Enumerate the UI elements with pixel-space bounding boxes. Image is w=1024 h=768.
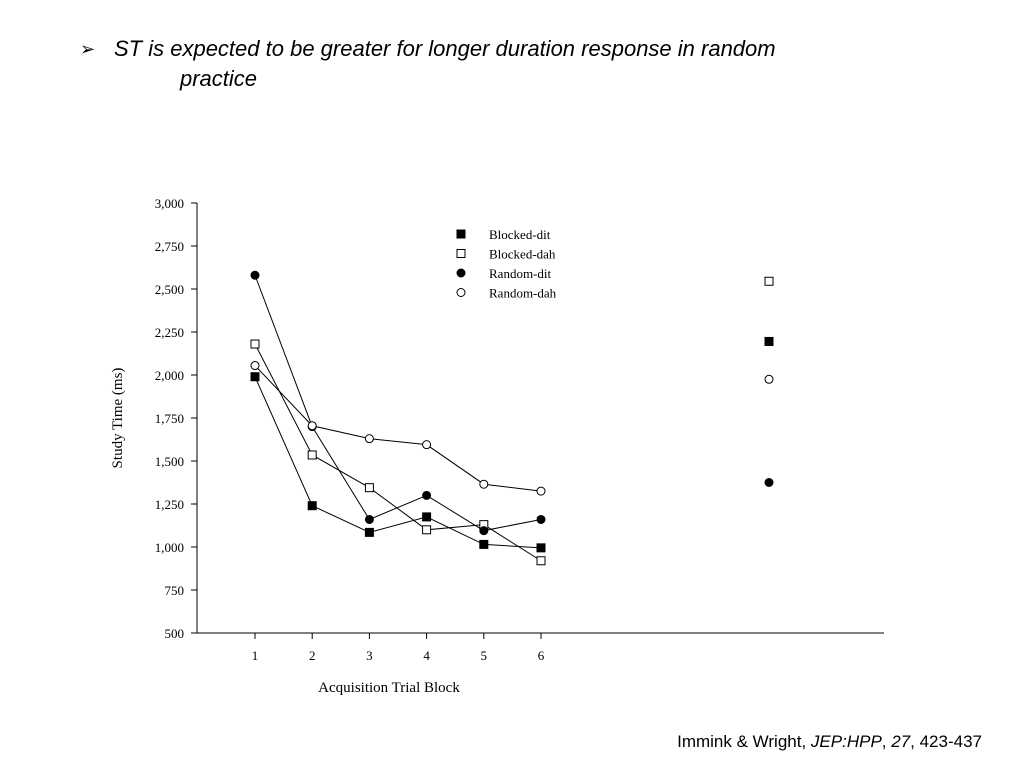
bullet-text-line2: practice [180, 66, 258, 91]
citation-separator: , [881, 732, 892, 751]
legend-marker-blocked-dah [456, 249, 466, 258]
data-point-random-dit [422, 490, 432, 500]
bullet-text-line1: ST is expected to be greater for longer … [114, 36, 776, 61]
citation-authors: Immink & Wright, [677, 732, 811, 751]
data-point-blocked-dah [536, 556, 546, 566]
data-point-random-dah [364, 434, 374, 444]
citation-journal: JEP:HPP [810, 732, 882, 751]
y-tick-label: 1,000 [155, 540, 184, 555]
data-point-random-dit [364, 514, 374, 524]
legend-label-random-dah: Random-dah [489, 286, 557, 301]
series-line-blocked-dit [254, 376, 542, 549]
legend-marker-random-dah [456, 288, 466, 297]
retention-point-blocked-dit [764, 336, 774, 346]
data-point-blocked-dah [250, 339, 260, 349]
x-tick-label: 3 [366, 648, 373, 663]
retention-point-blocked-dah [764, 276, 774, 286]
data-point-random-dah [307, 421, 317, 431]
legend-label-random-dit: Random-dit [489, 266, 551, 281]
data-point-blocked-dah [307, 450, 317, 460]
retention-point-random-dit [764, 478, 774, 487]
data-point-blocked-dah [422, 525, 432, 535]
chart-legend: Blocked-dit Blocked-dah Random-dit Random-d… [456, 227, 557, 301]
data-point-blocked-dit [364, 527, 374, 537]
series-line-random-dah [254, 365, 542, 492]
y-axis-label: Study Time (ms) [110, 368, 126, 469]
y-tick-label: 2,750 [155, 239, 184, 254]
data-point-random-dah [479, 479, 489, 489]
citation-pages: , 423-437 [910, 732, 982, 751]
y-ticks: 500 750 1,000 1,250 1,500 1,750 2,000 2,250 2,50… [155, 196, 197, 641]
y-tick-label: 2,000 [155, 368, 184, 383]
y-tick-label: 1,500 [155, 454, 184, 469]
x-tick-label: 5 [481, 648, 488, 663]
series-line-blocked-dah [254, 343, 542, 562]
data-point-random-dah [250, 361, 260, 371]
y-tick-label: 3,000 [155, 196, 184, 211]
data-point-blocked-dit [307, 501, 317, 511]
data-point-random-dit [536, 514, 546, 524]
y-tick-label: 750 [165, 583, 185, 598]
citation-volume: 27 [891, 732, 911, 751]
y-tick-label: 1,750 [155, 411, 184, 426]
retention-point-random-dah [764, 374, 774, 384]
y-tick-label: 500 [165, 626, 185, 641]
data-point-random-dit [250, 270, 260, 280]
arrow-bullet-icon: ➢ [80, 39, 96, 59]
data-point-blocked-dit [250, 372, 260, 382]
x-tick-label: 4 [423, 648, 430, 663]
citation: Immink & Wright, JEP:HPP, 27, 423-437 [677, 732, 982, 752]
data-point-blocked-dah [364, 483, 374, 493]
data-point-random-dit [479, 526, 489, 536]
data-point-blocked-dit [536, 543, 546, 553]
y-tick-label: 2,250 [155, 325, 184, 340]
x-tick-label: 2 [309, 648, 316, 663]
y-tick-label: 2,500 [155, 282, 184, 297]
x-tick-label: 6 [538, 648, 545, 663]
series-line-random-dit [254, 275, 542, 532]
bullet-text: ST is expected to be greater for longer … [114, 34, 974, 94]
legend-marker-blocked-dit [456, 229, 466, 239]
legend-marker-random-dit [456, 268, 466, 278]
legend-label-blocked-dit: Blocked-dit [489, 227, 551, 242]
series-lines [254, 275, 542, 562]
data-point-random-dah [536, 486, 546, 496]
data-point-random-dah [422, 440, 432, 450]
legend-label-blocked-dah: Blocked-dah [489, 247, 556, 262]
x-axis-label: Acquisition Trial Block [318, 680, 460, 696]
data-point-blocked-dit [422, 512, 432, 522]
data-point-blocked-dit [479, 539, 489, 549]
x-tick-label: 1 [252, 648, 259, 663]
y-tick-label: 1,250 [155, 497, 184, 512]
series-markers [250, 270, 774, 566]
x-ticks: 1 2 3 4 5 6 [252, 633, 545, 663]
